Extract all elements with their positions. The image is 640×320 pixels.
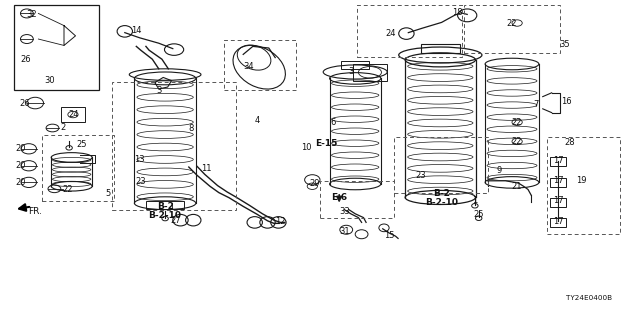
Text: B-2-10: B-2-10 xyxy=(425,198,458,207)
Text: 35: 35 xyxy=(559,40,570,49)
Text: 34: 34 xyxy=(243,62,253,71)
Text: 30: 30 xyxy=(45,76,55,85)
Text: 22: 22 xyxy=(512,118,522,127)
Text: 24: 24 xyxy=(68,110,79,119)
Text: 6: 6 xyxy=(330,118,335,127)
Bar xyxy=(146,201,184,209)
Text: 25: 25 xyxy=(77,140,87,149)
Text: 19: 19 xyxy=(576,176,586,185)
Text: 18: 18 xyxy=(452,8,463,17)
Text: 3: 3 xyxy=(348,68,353,76)
Bar xyxy=(353,64,387,81)
Text: E-15: E-15 xyxy=(316,139,337,148)
Text: 17: 17 xyxy=(553,196,563,205)
Text: 26: 26 xyxy=(20,55,31,64)
Text: 20: 20 xyxy=(15,178,26,187)
Text: 11: 11 xyxy=(201,164,211,173)
Text: 21: 21 xyxy=(512,182,522,191)
Text: B-2-10: B-2-10 xyxy=(148,211,182,220)
Text: 10: 10 xyxy=(301,143,311,152)
Bar xyxy=(550,178,566,187)
Text: 24: 24 xyxy=(385,29,396,38)
Text: 20: 20 xyxy=(15,144,26,153)
Bar xyxy=(550,218,566,227)
Text: 20: 20 xyxy=(15,161,26,170)
Text: 17: 17 xyxy=(553,217,563,226)
Text: E-6: E-6 xyxy=(331,193,348,202)
Text: 32: 32 xyxy=(27,10,37,19)
Bar xyxy=(357,5,462,57)
Bar xyxy=(464,5,560,53)
Text: 33: 33 xyxy=(339,207,349,216)
Text: FR.: FR. xyxy=(28,207,42,216)
Bar xyxy=(547,137,620,234)
Bar xyxy=(320,181,394,218)
Text: 15: 15 xyxy=(384,231,394,240)
Text: 4: 4 xyxy=(255,116,260,125)
Bar xyxy=(421,44,460,53)
Text: 2: 2 xyxy=(60,124,65,132)
Text: 22: 22 xyxy=(512,137,522,146)
Bar xyxy=(42,135,114,201)
Text: 16: 16 xyxy=(561,97,572,106)
Text: 12: 12 xyxy=(275,217,285,226)
Text: 22: 22 xyxy=(507,19,517,28)
Bar xyxy=(112,82,236,210)
Bar xyxy=(14,5,99,90)
Text: 1: 1 xyxy=(472,196,477,205)
Text: 8: 8 xyxy=(188,124,193,133)
Bar xyxy=(341,61,369,69)
Text: 9: 9 xyxy=(497,166,502,175)
Text: 26: 26 xyxy=(19,100,29,108)
Bar xyxy=(394,137,488,193)
Text: 23: 23 xyxy=(416,171,426,180)
Text: 29: 29 xyxy=(310,179,320,188)
Text: 27: 27 xyxy=(171,216,181,225)
Text: 31: 31 xyxy=(339,227,349,236)
Text: 22: 22 xyxy=(62,185,72,194)
Text: 28: 28 xyxy=(564,138,575,147)
Text: 23: 23 xyxy=(136,177,146,186)
Text: 5: 5 xyxy=(105,189,110,198)
Text: B-2: B-2 xyxy=(157,202,173,211)
Text: 17: 17 xyxy=(553,156,563,165)
Text: 7: 7 xyxy=(534,100,539,109)
Bar xyxy=(550,198,566,207)
Text: 25: 25 xyxy=(474,210,484,219)
Text: 17: 17 xyxy=(553,176,563,185)
Bar xyxy=(550,157,566,166)
Text: 3: 3 xyxy=(156,86,161,95)
Bar xyxy=(224,40,296,90)
Bar xyxy=(61,107,85,122)
Text: 14: 14 xyxy=(131,26,141,35)
Text: 13: 13 xyxy=(134,155,145,164)
Text: B-2: B-2 xyxy=(433,189,450,198)
Text: TY24E0400B: TY24E0400B xyxy=(566,295,612,301)
